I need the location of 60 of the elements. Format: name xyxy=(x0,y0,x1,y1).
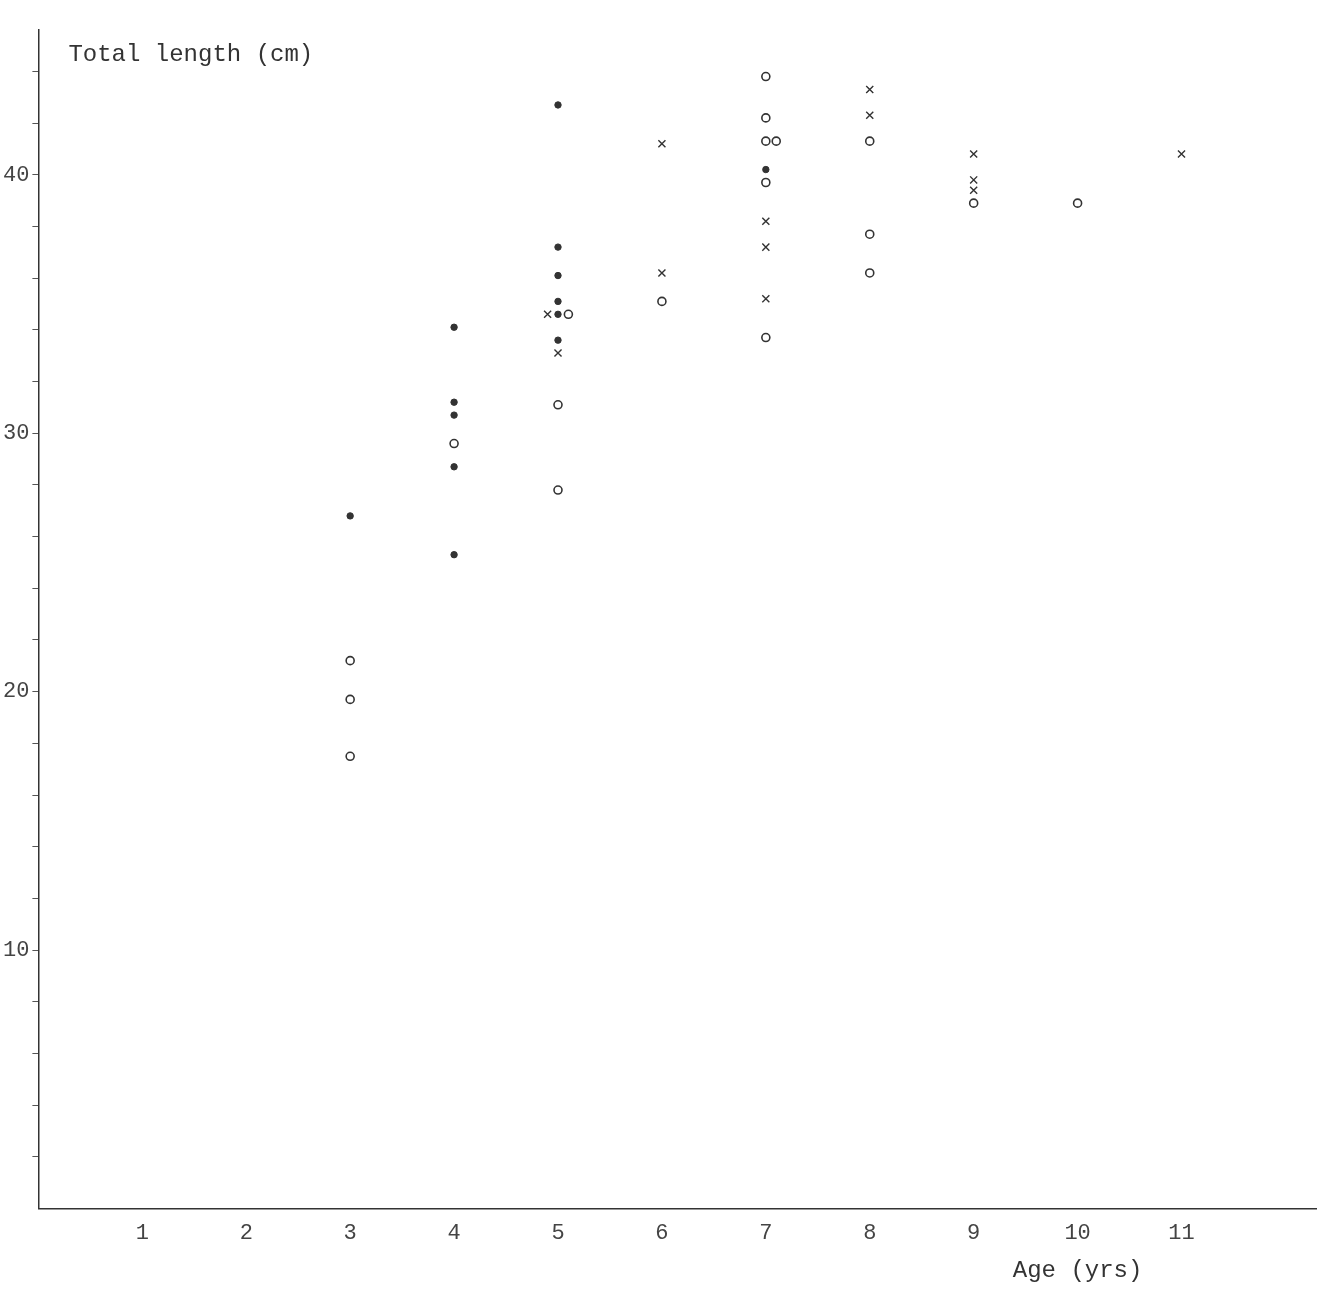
point xyxy=(865,85,874,94)
point xyxy=(563,309,574,320)
point xyxy=(864,268,875,278)
y-tick-label: 30 xyxy=(3,421,30,447)
point xyxy=(762,165,770,174)
point xyxy=(345,751,355,762)
x-tick-label: 8 xyxy=(863,1220,877,1246)
x-tick-label: 2 xyxy=(239,1220,253,1246)
point xyxy=(345,694,355,705)
x-tick-label: 11 xyxy=(1168,1220,1195,1246)
point xyxy=(554,310,562,319)
point xyxy=(761,217,771,226)
x-tick-label: 1 xyxy=(135,1220,149,1246)
point xyxy=(553,348,563,358)
point xyxy=(657,268,667,278)
point xyxy=(761,71,771,82)
point xyxy=(968,198,979,208)
point xyxy=(1177,149,1186,159)
point xyxy=(1072,198,1083,208)
point xyxy=(554,336,562,344)
point xyxy=(554,243,562,251)
y-axis-title: Total length (cm) xyxy=(68,41,314,69)
point xyxy=(450,323,458,331)
y-tick-label: 20 xyxy=(3,679,30,705)
point xyxy=(543,310,552,319)
point xyxy=(553,485,563,495)
x-tick-label: 4 xyxy=(447,1220,461,1246)
point xyxy=(554,271,562,280)
y-tick-label: 10 xyxy=(3,937,30,963)
point xyxy=(865,111,874,120)
point xyxy=(346,512,354,520)
point xyxy=(657,139,667,148)
point xyxy=(554,101,562,109)
x-tick-label: 5 xyxy=(551,1220,565,1246)
point xyxy=(864,136,875,146)
point xyxy=(761,136,771,146)
point xyxy=(657,296,667,307)
point xyxy=(761,294,771,304)
y-tick-label: 40 xyxy=(3,162,30,188)
point xyxy=(771,136,782,146)
point xyxy=(345,655,355,666)
point xyxy=(761,332,771,343)
x-tick-label: 6 xyxy=(655,1220,669,1246)
x-tick-label: 10 xyxy=(1064,1220,1091,1246)
x-tick-label: 7 xyxy=(759,1220,773,1246)
point xyxy=(761,113,771,123)
x-axis-title: Age (yrs) xyxy=(1012,1256,1143,1284)
point xyxy=(969,149,978,159)
point xyxy=(761,242,771,252)
point xyxy=(761,177,771,188)
point xyxy=(450,550,458,559)
point xyxy=(450,411,458,419)
point xyxy=(450,398,458,406)
x-tick-label: 9 xyxy=(967,1220,981,1246)
point xyxy=(449,438,459,449)
point xyxy=(864,229,875,239)
point xyxy=(553,399,563,410)
point xyxy=(450,463,458,471)
x-tick-label: 3 xyxy=(343,1220,357,1246)
point xyxy=(554,297,562,306)
